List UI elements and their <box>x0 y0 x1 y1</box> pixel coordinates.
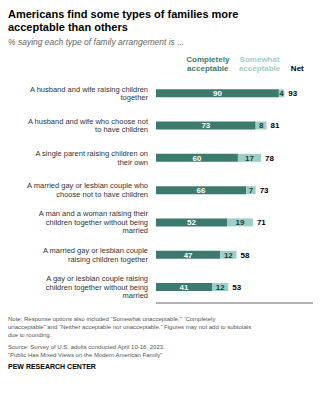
html-text:Completely acceptable: Completely acceptable <box>186 55 230 73</box>
svg-text:A husband and wife raising chi: A husband and wife raising childrentoget… <box>30 85 148 103</box>
svg-text:4: 4 <box>279 89 284 98</box>
svg-text:17: 17 <box>245 154 254 163</box>
svg-text:19: 19 <box>236 218 245 227</box>
svg-text:A husband and wife who choose: A husband and wife who choose notto have… <box>28 117 149 135</box>
svg-text:78: 78 <box>265 154 274 163</box>
svg-text:12: 12 <box>224 251 233 260</box>
svg-text:66: 66 <box>197 186 206 195</box>
svg-text:60: 60 <box>193 154 202 163</box>
svg-text:7: 7 <box>249 186 254 195</box>
svg-text:A man and a woman raising thei: A man and a woman raising theirchildren … <box>39 209 149 235</box>
html-text:Somewhat acceptable: Somewhat acceptable <box>238 55 281 73</box>
svg-text:47: 47 <box>184 251 193 260</box>
svg-text:53: 53 <box>232 283 241 292</box>
html-text:Net: Net <box>290 64 304 73</box>
svg-text:A gay or lesbian couple raisin: A gay or lesbian couple raisingchildren … <box>46 274 148 300</box>
html-text:% saying each type of family a: % saying each type of family arrangement… <box>8 37 185 47</box>
svg-text:A married gay or lesbian coupl: A married gay or lesbian couple whochoos… <box>27 181 148 199</box>
html-text:Americans find some types of f: Americans find some types of families mo… <box>8 8 239 33</box>
html-text:Source: Survey of U.S. adults: Source: Survey of U.S. adults conducted … <box>8 344 165 358</box>
html-text:PEW RESEARCH CENTER: PEW RESEARCH CENTER <box>8 363 96 370</box>
svg-text:A married gay or lesbian coupl: A married gay or lesbian coupleraising c… <box>43 246 149 264</box>
svg-text:73: 73 <box>201 121 210 130</box>
svg-text:8: 8 <box>259 121 264 130</box>
svg-text:41: 41 <box>180 283 189 292</box>
svg-text:12: 12 <box>216 283 225 292</box>
svg-text:A single parent raising childr: A single parent raising children ontheir… <box>35 149 148 167</box>
svg-text:71: 71 <box>257 218 266 227</box>
svg-text:52: 52 <box>187 218 196 227</box>
svg-text:81: 81 <box>271 121 280 130</box>
svg-text:93: 93 <box>288 89 297 98</box>
html-text:Note: Response options also in: Note: Response options also included “So… <box>8 316 252 338</box>
svg-text:90: 90 <box>213 89 222 98</box>
svg-text:58: 58 <box>241 251 250 260</box>
svg-text:73: 73 <box>260 186 269 195</box>
